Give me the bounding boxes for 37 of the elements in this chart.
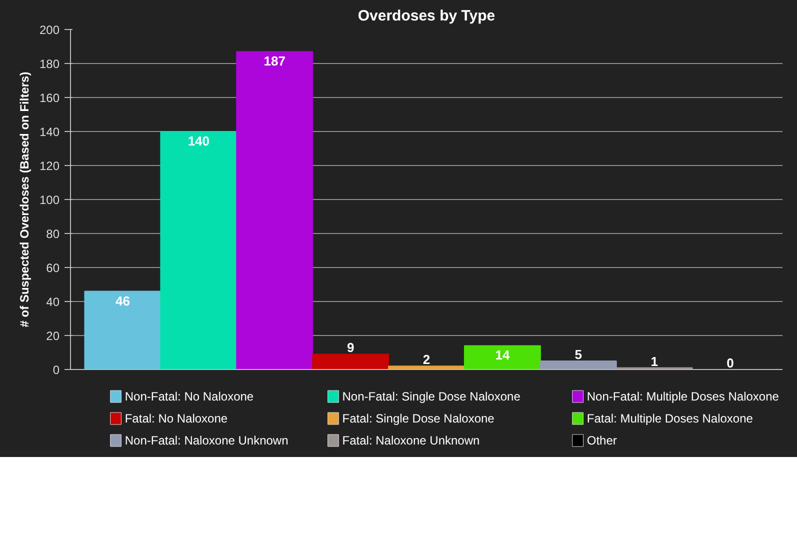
bar (84, 290, 162, 370)
bar (540, 360, 617, 370)
y-tick-label: 180 (39, 57, 60, 71)
y-tick-label: 60 (46, 261, 60, 275)
legend-label: Fatal: Naloxone Unknown (342, 434, 480, 448)
legend-label: Non-Fatal: Multiple Doses Naloxone (586, 390, 780, 404)
data-label: 9 (346, 340, 354, 356)
legend-label: Other (586, 434, 617, 448)
legend-label: Fatal: Multiple Doses Naloxone (586, 412, 754, 426)
data-label: 2 (422, 352, 430, 368)
data-label: 46 (115, 293, 130, 308)
bar (160, 131, 238, 370)
y-tick-label: 120 (39, 159, 60, 173)
y-tick-label: 80 (46, 227, 60, 241)
y-tick-label: 200 (39, 23, 60, 37)
y-tick-label: 100 (39, 193, 60, 207)
y-tick-label: 140 (39, 125, 60, 139)
data-label: 187 (264, 54, 286, 69)
legend-label: Fatal: No Naloxone (124, 412, 228, 426)
data-label: 140 (188, 134, 210, 148)
legend-label: Non-Fatal: Naloxone Unknown (124, 434, 288, 448)
data-label: 5 (574, 347, 582, 362)
y-tick-label: 0 (52, 363, 60, 377)
data-label: 1 (650, 354, 658, 369)
data-label: 14 (495, 348, 510, 363)
data-label: 0 (726, 356, 734, 370)
chart-title: Overdoses by Type (358, 8, 496, 24)
legend-label: Non-Fatal: Single Dose Naloxone (342, 390, 521, 404)
y-axis-title: # of Suspected Overdoses (Based on Filters) (17, 72, 32, 328)
legend-label: Non-Fatal: No Naloxone (124, 390, 254, 404)
legend-label: Fatal: Single Dose Naloxone (342, 412, 495, 426)
y-tick-label: 160 (39, 91, 60, 105)
bar (464, 345, 541, 370)
y-tick-label: 40 (46, 295, 60, 309)
y-tick-label: 20 (46, 329, 60, 343)
bar (312, 354, 390, 370)
bar (236, 51, 314, 370)
